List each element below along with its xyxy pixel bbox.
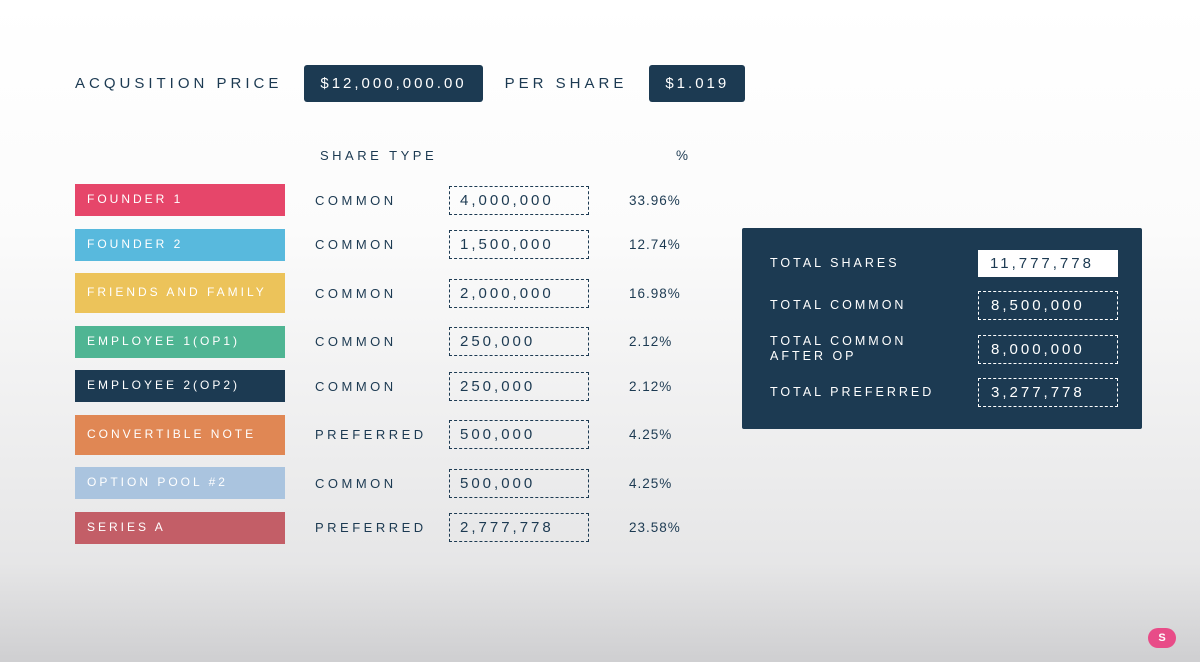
cap-table-row: OPTION POOL #2 COMMON 500,000 4.25% [75, 467, 701, 499]
percent-value: 4.25% [611, 476, 701, 491]
column-header-percent: % [658, 148, 689, 163]
acquisition-price-label: ACQUSITION PRICE [75, 75, 282, 92]
shares-value: 250,000 [449, 327, 589, 356]
totals-label: TOTAL COMMON AFTER OP [770, 334, 960, 364]
totals-value: 11,777,778 [978, 250, 1118, 277]
percent-value: 2.12% [611, 334, 701, 349]
share-type-value: COMMON [297, 193, 437, 208]
shareholder-pill: OPTION POOL #2 [75, 467, 285, 499]
per-share-value: $1.019 [649, 65, 745, 102]
shares-value: 500,000 [449, 420, 589, 449]
brand-badge-text: S [1158, 632, 1165, 644]
shares-value: 4,000,000 [449, 186, 589, 215]
shares-value: 250,000 [449, 372, 589, 401]
share-type-value: COMMON [297, 334, 437, 349]
totals-label: TOTAL COMMON [770, 298, 906, 313]
totals-row: TOTAL COMMON 8,500,000 [770, 291, 1118, 320]
shareholder-pill: SERIES A [75, 512, 285, 544]
shareholder-pill: FRIENDS AND FAMILY [75, 273, 285, 313]
cap-table-row: FRIENDS AND FAMILY COMMON 2,000,000 16.98% [75, 273, 701, 313]
column-header-share-type: SHARE TYPE [302, 148, 437, 163]
shares-value: 2,000,000 [449, 279, 589, 308]
totals-label: TOTAL PREFERRED [770, 385, 934, 400]
cap-table-row: SERIES A PREFERRED 2,777,778 23.58% [75, 512, 701, 544]
shares-value: 1,500,000 [449, 230, 589, 259]
share-type-value: COMMON [297, 286, 437, 301]
totals-value: 8,000,000 [978, 335, 1118, 364]
totals-value: 8,500,000 [978, 291, 1118, 320]
per-share-label: PER SHARE [505, 75, 628, 92]
totals-row: TOTAL COMMON AFTER OP 8,000,000 [770, 334, 1118, 364]
cap-table-row: EMPLOYEE 2(OP2) COMMON 250,000 2.12% [75, 370, 701, 402]
percent-value: 16.98% [611, 286, 701, 301]
cap-table-row: FOUNDER 2 COMMON 1,500,000 12.74% [75, 229, 701, 261]
totals-value: 3,277,778 [978, 378, 1118, 407]
cap-table-row: CONVERTIBLE NOTE PREFERRED 500,000 4.25% [75, 415, 701, 455]
shares-value: 2,777,778 [449, 513, 589, 542]
share-type-value: COMMON [297, 379, 437, 394]
share-type-value: PREFERRED [297, 520, 437, 535]
cap-table-row: FOUNDER 1 COMMON 4,000,000 33.96% [75, 184, 701, 216]
shares-value: 500,000 [449, 469, 589, 498]
totals-row: TOTAL PREFERRED 3,277,778 [770, 378, 1118, 407]
acquisition-price-value: $12,000,000.00 [304, 65, 482, 102]
shareholder-pill: FOUNDER 2 [75, 229, 285, 261]
percent-value: 23.58% [611, 520, 701, 535]
cap-table-rows: FOUNDER 1 COMMON 4,000,000 33.96% FOUNDER 2 C… [75, 184, 701, 556]
totals-panel: TOTAL SHARES 11,777,778 TOTAL COMMON 8,500,… [742, 228, 1142, 429]
cap-table-row: EMPLOYEE 1(OP1) COMMON 250,000 2.12% [75, 326, 701, 358]
brand-badge-icon: S [1148, 628, 1176, 648]
percent-value: 2.12% [611, 379, 701, 394]
shareholder-pill: CONVERTIBLE NOTE [75, 415, 285, 455]
shareholder-pill: FOUNDER 1 [75, 184, 285, 216]
share-type-value: PREFERRED [297, 427, 437, 442]
totals-label: TOTAL SHARES [770, 256, 900, 271]
share-type-value: COMMON [297, 237, 437, 252]
percent-value: 33.96% [611, 193, 701, 208]
totals-row: TOTAL SHARES 11,777,778 [770, 250, 1118, 277]
shareholder-pill: EMPLOYEE 1(OP1) [75, 326, 285, 358]
percent-value: 12.74% [611, 237, 701, 252]
shareholder-pill: EMPLOYEE 2(OP2) [75, 370, 285, 402]
percent-value: 4.25% [611, 427, 701, 442]
share-type-value: COMMON [297, 476, 437, 491]
header: ACQUSITION PRICE $12,000,000.00 PER SHAR… [75, 65, 745, 102]
